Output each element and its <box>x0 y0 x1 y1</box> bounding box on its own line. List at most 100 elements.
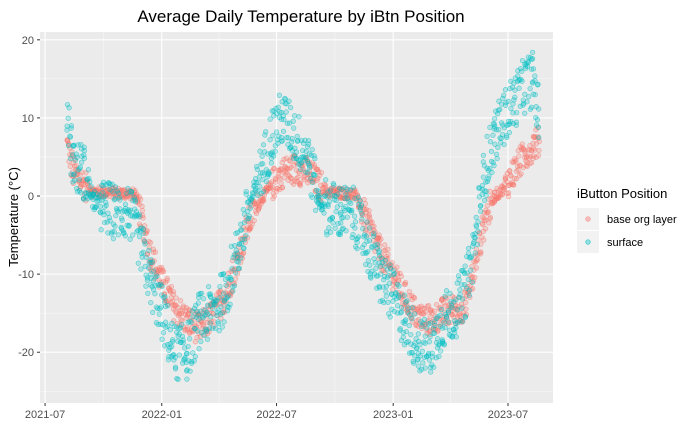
data-point <box>208 314 214 320</box>
data-point <box>536 138 543 145</box>
data-point <box>215 320 221 327</box>
data-point <box>111 229 117 235</box>
data-point <box>334 204 340 210</box>
data-point <box>179 321 185 328</box>
data-point <box>352 219 359 225</box>
data-point <box>96 192 102 198</box>
data-point <box>358 202 365 208</box>
data-point <box>496 127 502 133</box>
data-point <box>165 323 171 329</box>
data-point <box>536 106 542 112</box>
data-point <box>139 207 146 214</box>
data-point <box>331 182 337 188</box>
data-point <box>165 302 171 309</box>
data-point <box>276 92 283 98</box>
data-point <box>65 142 72 149</box>
data-point <box>246 213 252 219</box>
data-point <box>156 311 162 317</box>
data-point <box>436 353 442 360</box>
data-point <box>330 220 336 226</box>
data-point <box>526 94 532 100</box>
data-point <box>474 241 481 248</box>
grid-major <box>40 32 553 403</box>
data-point <box>328 229 334 235</box>
data-point <box>102 193 108 199</box>
data-point <box>169 298 176 304</box>
data-point <box>429 350 435 356</box>
data-point <box>112 196 118 202</box>
data-point <box>510 110 516 116</box>
data-point <box>288 175 295 182</box>
data-point <box>257 148 263 154</box>
data-point <box>512 94 518 100</box>
data-point <box>164 275 170 282</box>
data-point <box>371 230 377 237</box>
data-point <box>422 333 428 339</box>
data-point <box>71 142 77 148</box>
data-point <box>530 153 537 159</box>
data-point <box>323 229 330 235</box>
data-point <box>491 162 497 169</box>
data-point <box>465 276 471 283</box>
data-point <box>363 233 369 239</box>
data-point <box>442 293 448 299</box>
data-point <box>383 288 389 295</box>
legend-key-base-org-layer <box>585 216 591 222</box>
data-point <box>519 141 525 147</box>
data-point <box>438 306 445 313</box>
data-point <box>148 299 154 306</box>
data-point <box>525 59 532 66</box>
data-point <box>231 252 237 258</box>
data-point <box>241 245 247 251</box>
data-point <box>268 160 275 166</box>
data-point <box>536 134 542 141</box>
data-point <box>425 350 432 357</box>
data-point <box>143 254 149 260</box>
data-point <box>132 206 138 212</box>
data-point <box>409 316 415 322</box>
data-point <box>402 279 409 286</box>
data-point <box>222 276 229 283</box>
data-point <box>468 254 475 260</box>
y-tick-label: -10 <box>18 269 34 281</box>
data-point <box>507 85 513 92</box>
data-point <box>125 185 131 192</box>
data-point <box>271 193 278 199</box>
data-point <box>74 154 80 160</box>
data-point <box>469 279 476 285</box>
data-point <box>223 282 229 288</box>
data-point <box>505 98 511 104</box>
data-point <box>196 346 202 352</box>
data-point <box>518 171 524 177</box>
data-point <box>323 177 329 183</box>
data-point <box>151 268 157 274</box>
data-point <box>325 201 331 208</box>
data-point <box>522 91 528 97</box>
data-point <box>506 129 513 136</box>
data-point <box>122 201 129 207</box>
data-point <box>271 166 277 172</box>
data-point <box>169 343 175 350</box>
data-point <box>217 295 223 301</box>
data-point <box>191 358 197 364</box>
data-point <box>115 232 121 238</box>
data-point <box>110 235 117 242</box>
legend-key-box-1 <box>577 231 599 253</box>
data-point <box>306 163 313 169</box>
data-point <box>355 234 362 240</box>
data-point <box>160 330 167 336</box>
data-point <box>478 202 484 209</box>
data-point <box>427 313 433 319</box>
y-axis: -20 -10 0 10 20 <box>18 35 40 359</box>
data-point <box>366 208 372 214</box>
data-point <box>217 283 223 290</box>
data-point <box>487 124 493 131</box>
data-point <box>85 167 92 173</box>
data-point <box>207 320 213 326</box>
data-point <box>243 191 249 197</box>
data-point <box>329 215 336 221</box>
data-point <box>403 317 409 323</box>
data-point <box>175 376 181 383</box>
data-point <box>315 188 321 194</box>
